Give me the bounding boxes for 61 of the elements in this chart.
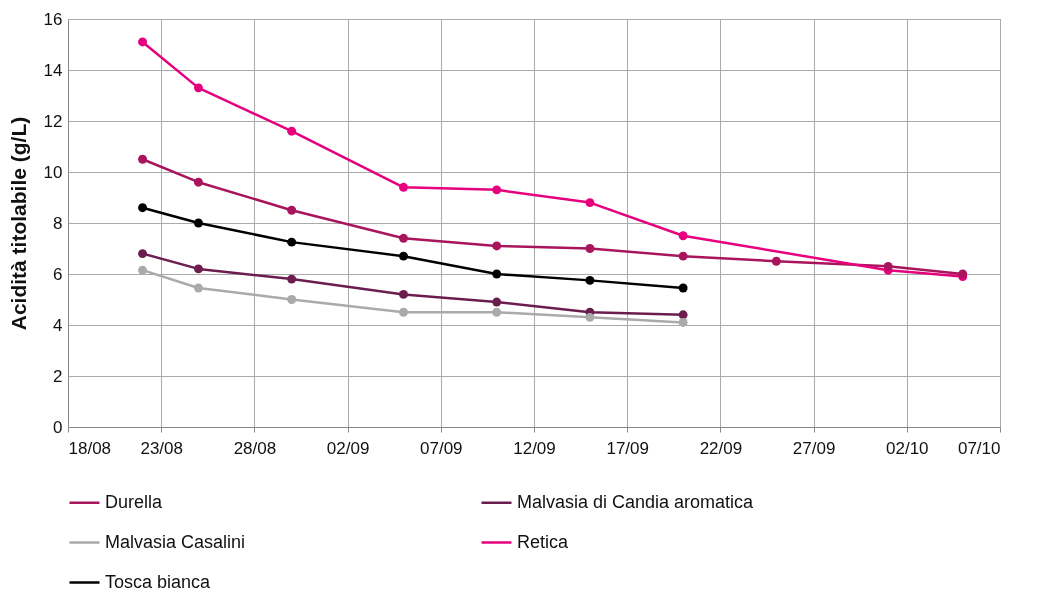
point: [138, 154, 148, 164]
y-tick-label: 10: [43, 162, 63, 182]
point: [194, 264, 203, 274]
point: [194, 283, 203, 293]
y-tick-label: 4: [53, 315, 63, 335]
legend-label: Malvasia Casalini: [105, 531, 246, 552]
y-tick-label: 14: [43, 60, 63, 80]
point: [678, 317, 688, 327]
x-tick-label: 07/10: [957, 438, 1001, 458]
legend-label: Tosca bianca: [105, 571, 212, 592]
y-tick-label: 16: [43, 9, 63, 29]
x-tick-label: 27/09: [792, 438, 836, 458]
point: [287, 205, 297, 215]
point: [138, 249, 148, 259]
point: [399, 182, 408, 192]
y-tick-label: 2: [53, 366, 63, 386]
x-tick-label: 02/09: [326, 438, 370, 458]
x-tick-label: 23/08: [140, 438, 183, 458]
y-tick-label: 0: [53, 417, 63, 437]
point: [287, 237, 297, 247]
point: [585, 198, 595, 208]
point: [771, 256, 781, 266]
point: [399, 307, 408, 317]
point: [883, 261, 893, 271]
y-tick-label: 8: [53, 213, 63, 233]
point: [194, 83, 203, 93]
point: [287, 274, 297, 284]
point: [194, 177, 203, 187]
x-tick-label: 17/09: [606, 438, 649, 458]
point: [585, 312, 595, 322]
y-tick-label: 12: [43, 111, 63, 131]
point: [399, 233, 408, 243]
point: [678, 251, 688, 261]
point: [678, 231, 688, 241]
point: [585, 244, 595, 253]
point: [399, 289, 408, 299]
point: [678, 283, 688, 293]
y-axis-title: Acidità titolabile (g/L): [6, 116, 30, 331]
point: [492, 241, 502, 251]
point: [287, 295, 297, 304]
point: [194, 218, 203, 228]
point: [492, 185, 502, 195]
point: [138, 203, 148, 213]
point: [138, 265, 148, 275]
point: [138, 37, 148, 47]
legend-label: Durella: [105, 491, 164, 512]
legend-label: Retica: [517, 531, 570, 552]
point: [399, 251, 408, 261]
point: [287, 126, 297, 136]
legend-label: Malvasia di Candia aromatica: [517, 491, 755, 512]
x-tick-label: 22/09: [699, 438, 743, 458]
x-tick-label: 12/09: [513, 438, 556, 458]
x-tick-label: 07/09: [420, 438, 463, 458]
point: [492, 269, 502, 279]
y-tick-label: 6: [53, 264, 63, 284]
x-tick-label: 18/08: [68, 438, 112, 458]
point: [492, 307, 502, 317]
x-tick-label: 02/10: [886, 438, 929, 458]
x-tick-label: 28/08: [233, 438, 277, 458]
point: [492, 297, 502, 307]
point: [585, 275, 595, 285]
